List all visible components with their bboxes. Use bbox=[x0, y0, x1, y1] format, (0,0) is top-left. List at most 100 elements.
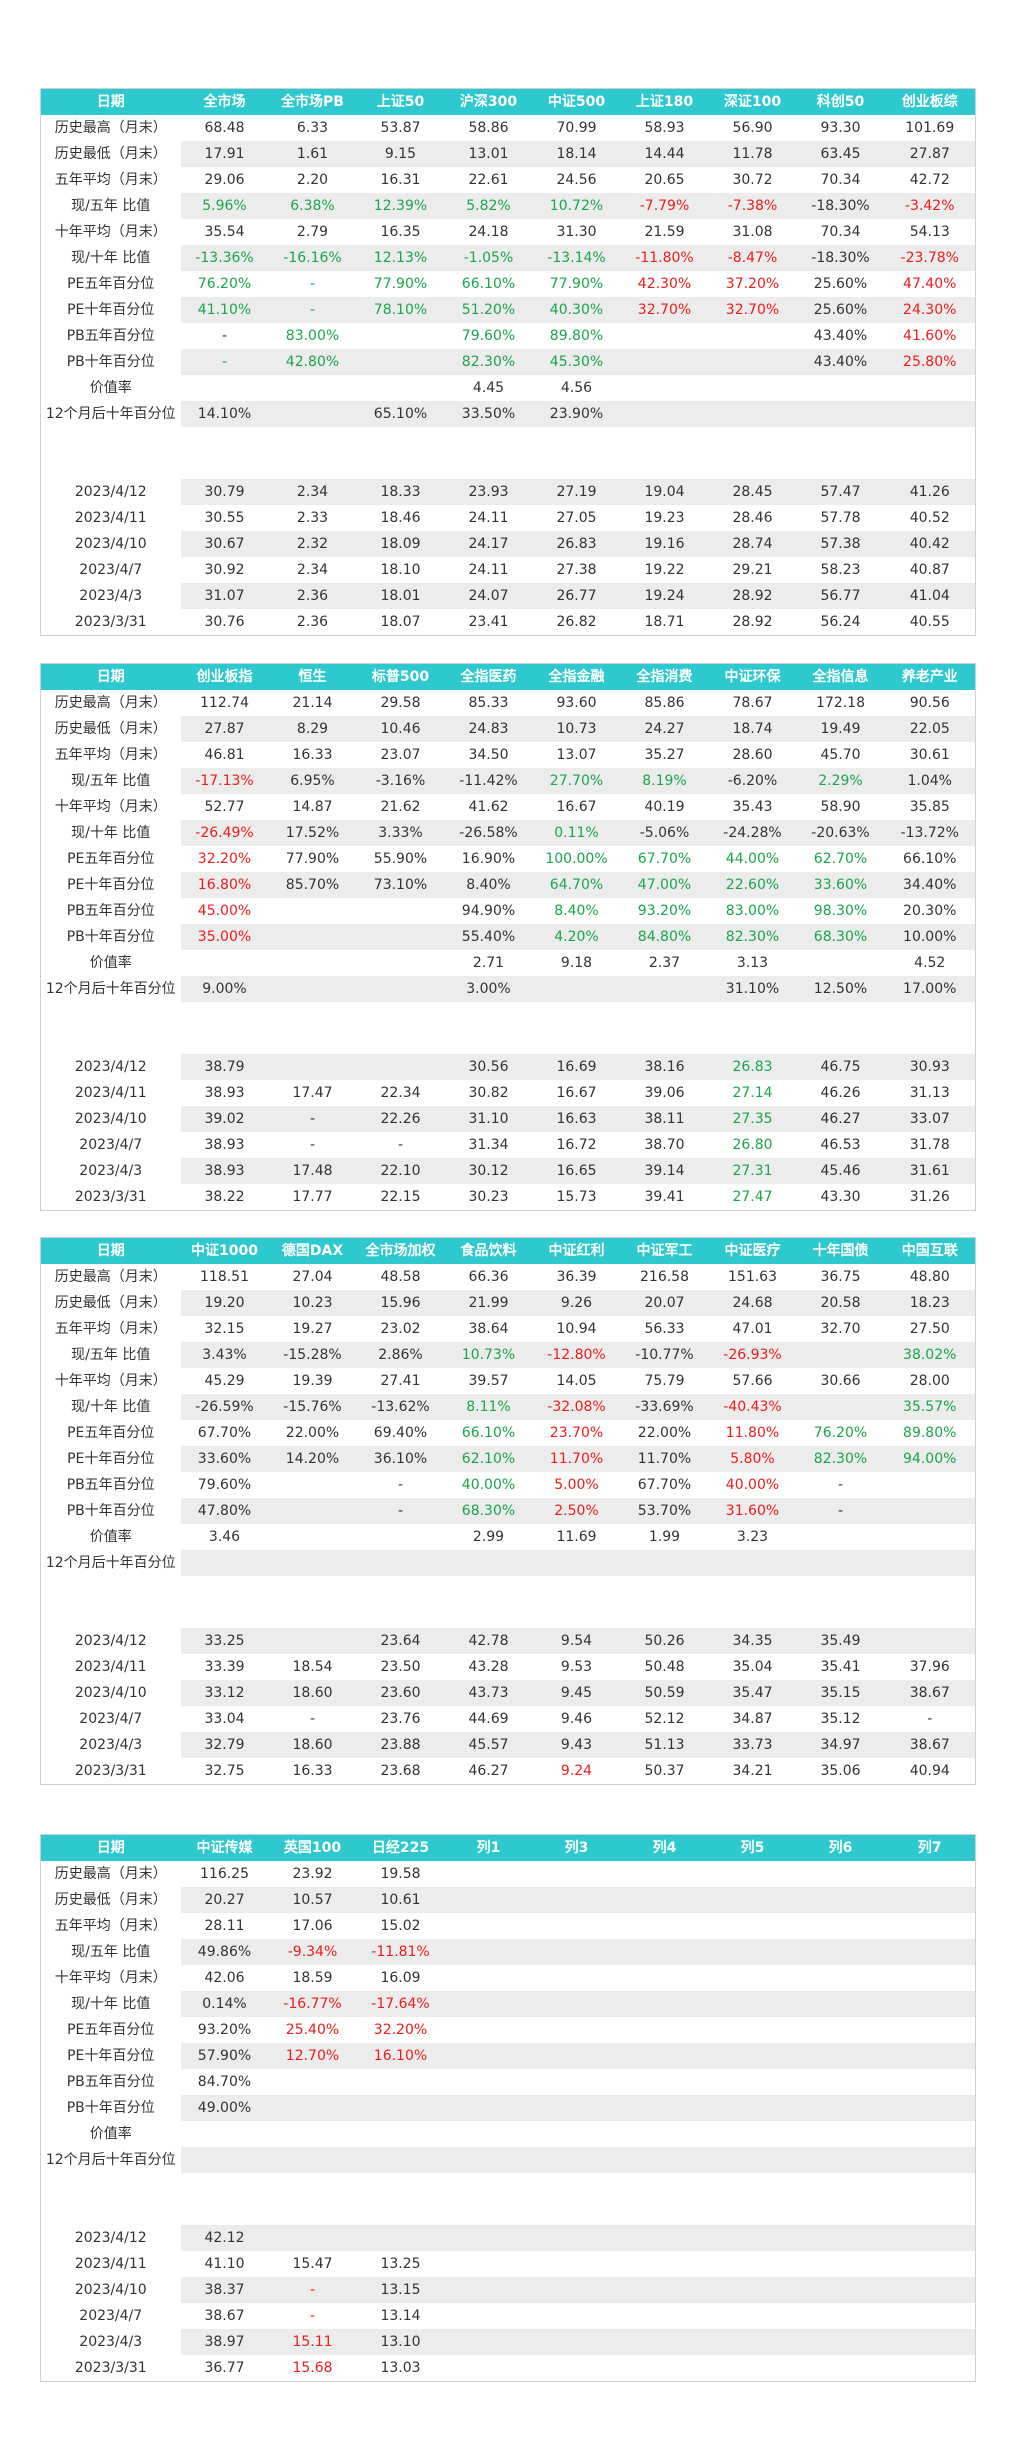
value-cell: 29.21 bbox=[732, 562, 773, 578]
stat-cell bbox=[708, 2095, 797, 2121]
stat-cell: 42.30% bbox=[637, 276, 692, 292]
date-cell: 2023/4/7 bbox=[79, 1711, 143, 1727]
date-cell: 2023/4/3 bbox=[79, 1163, 143, 1179]
date-column-header: 日期 bbox=[40, 1834, 181, 1861]
spacer-cell bbox=[708, 427, 797, 453]
stat-row: 十年平均（月末） 45.29 19.39 27.41 39.57 14.05 75.79 57… bbox=[41, 1368, 976, 1394]
value-cell: 2.34 bbox=[296, 562, 329, 578]
header-row: 日期 中证1000 德国DAX 全市场加权 食品饮料 中证红利 中证军工 中证医疗 十年国债 中国… bbox=[40, 1237, 976, 1264]
stat-cell: 54.13 bbox=[909, 224, 950, 240]
spacer-cell bbox=[884, 2199, 976, 2225]
value-cell bbox=[445, 2355, 533, 2382]
value-cell: 24.17 bbox=[444, 531, 533, 557]
stat-cell bbox=[797, 2017, 885, 2043]
stat-row: PB五年百分位 - 83.00% 79.60% 89.80% 43.40% 41.60% bbox=[41, 323, 976, 349]
stat-cell: 9.26 bbox=[532, 1290, 621, 1316]
stat-cell: 30.72 bbox=[732, 172, 773, 188]
stat-label: 12个月后十年百分位 bbox=[45, 981, 176, 997]
stat-cell: 25.80% bbox=[884, 349, 976, 375]
stat-cell: -20.63% bbox=[796, 820, 885, 846]
stat-cell bbox=[445, 1861, 533, 1887]
stat-cell: 9.18 bbox=[560, 955, 593, 971]
value-cell: 40.42 bbox=[884, 531, 976, 557]
stat-cell: 19.20 bbox=[180, 1290, 269, 1316]
value-cell: 23.64 bbox=[356, 1628, 445, 1654]
stat-label: 历史最低（月末） bbox=[54, 146, 167, 162]
date-row: 2023/4/11 33.39 18.54 23.50 43.28 9.53 50.48 35… bbox=[41, 1654, 976, 1680]
stat-cell: 20.58 bbox=[796, 1290, 885, 1316]
date-cell: 2023/4/7 bbox=[79, 2308, 143, 2324]
stat-cell bbox=[709, 2069, 797, 2095]
stat-cell: 28.11 bbox=[204, 1918, 245, 1934]
stat-cell: -8.47% bbox=[708, 245, 797, 271]
spacer-cell bbox=[356, 427, 445, 453]
value-cell: 15.11 bbox=[268, 2329, 357, 2355]
stat-label: PB十年百分位 bbox=[66, 2100, 155, 2116]
stat-cell: 40.00% bbox=[725, 1477, 780, 1493]
stat-cell bbox=[532, 976, 621, 1002]
value-cell: 17.47 bbox=[292, 1085, 333, 1101]
value-cell: 26.80 bbox=[732, 1137, 773, 1153]
stat-label: 五年平均（月末） bbox=[54, 1321, 167, 1337]
value-cell bbox=[708, 2277, 797, 2303]
stat-cell: - bbox=[356, 1498, 445, 1524]
stat-cell: 67.70% bbox=[637, 851, 692, 867]
spacer-cell bbox=[444, 2173, 533, 2199]
stat-cell bbox=[621, 1965, 709, 1991]
value-cell: 41.10 bbox=[204, 2256, 245, 2272]
stat-label: 现/五年 比值 bbox=[71, 198, 151, 214]
stat-label: 历史最低（月末） bbox=[54, 721, 167, 737]
stat-cell bbox=[268, 976, 357, 1002]
stat-row: 现/五年 比值 3.43% -15.28% 2.86% 10.73% -12.80% -10… bbox=[41, 1342, 976, 1368]
stat-cell bbox=[797, 375, 885, 401]
stat-cell: 4.45 bbox=[472, 380, 505, 396]
value-cell: 38.93 bbox=[204, 1137, 245, 1153]
value-cell: 38.67 bbox=[884, 1680, 976, 1706]
stat-cell bbox=[356, 349, 445, 375]
spacer-cell bbox=[620, 1002, 709, 1028]
date-row: 2023/4/3 31.07 2.36 18.01 24.07 26.77 19.24 28.… bbox=[41, 583, 976, 609]
date-row: 2023/4/12 42.12 bbox=[41, 2225, 976, 2251]
stat-cell: 75.79 bbox=[644, 1373, 685, 1389]
stat-cell bbox=[884, 401, 976, 427]
stat-cell bbox=[885, 1861, 976, 1887]
value-cell: 33.04 bbox=[204, 1711, 245, 1727]
value-cell bbox=[796, 2225, 885, 2251]
stat-cell: 84.80% bbox=[620, 924, 709, 950]
stat-cell bbox=[796, 1394, 885, 1420]
spacer-cell bbox=[180, 2173, 269, 2199]
value-cell: 38.93 bbox=[180, 1158, 269, 1184]
stat-cell: 18.74 bbox=[708, 716, 797, 742]
stat-label: PE十年百分位 bbox=[67, 877, 155, 893]
stat-cell bbox=[885, 1965, 976, 1991]
value-cell: 33.25 bbox=[180, 1628, 269, 1654]
stat-row: 价值率 3.46 2.99 11.69 1.99 3.23 bbox=[41, 1524, 976, 1550]
value-cell: 28.74 bbox=[708, 531, 797, 557]
spacer-cell bbox=[884, 1002, 976, 1028]
value-cell: 19.04 bbox=[620, 479, 709, 505]
stat-cell: 37.20% bbox=[725, 276, 780, 292]
spacer-cell bbox=[268, 1028, 357, 1054]
stat-cell: 40.30% bbox=[532, 297, 621, 323]
stat-cell: 84.70% bbox=[197, 2074, 252, 2090]
value-cell: 39.41 bbox=[644, 1189, 685, 1205]
value-cell: - bbox=[397, 1137, 404, 1153]
stat-cell: 68.30% bbox=[444, 1498, 533, 1524]
column-header: 中证传媒 bbox=[180, 1834, 269, 1861]
stat-cell: -23.78% bbox=[884, 245, 976, 271]
stat-cell: -1.05% bbox=[444, 245, 533, 271]
date-row: 2023/4/3 38.97 15.11 13.10 bbox=[41, 2329, 976, 2355]
stat-label: PB五年百分位 bbox=[66, 2074, 155, 2090]
spacer-cell bbox=[708, 2199, 797, 2225]
spacer-row bbox=[40, 2173, 976, 2199]
value-cell: 16.33 bbox=[292, 1763, 333, 1779]
stat-cell bbox=[708, 1887, 797, 1913]
stat-cell: 10.57 bbox=[268, 1887, 357, 1913]
stat-cell bbox=[797, 2121, 885, 2147]
value-cell: 38.22 bbox=[204, 1189, 245, 1205]
value-cell: 18.54 bbox=[292, 1659, 333, 1675]
date-row: 2023/4/10 39.02-22.26 31.10 16.63 38.11 27.35… bbox=[41, 1106, 976, 1132]
value-cell: 38.97 bbox=[180, 2329, 269, 2355]
stat-cell: -13.14% bbox=[532, 245, 621, 271]
value-cell: 31.07 bbox=[180, 583, 269, 609]
